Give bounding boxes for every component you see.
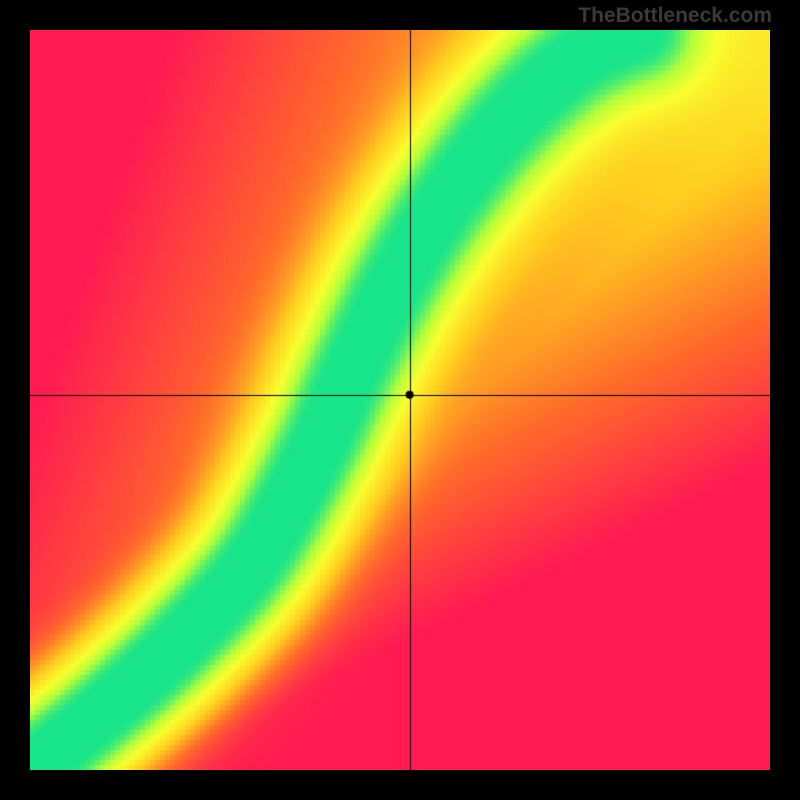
heatmap-canvas: [30, 30, 770, 770]
figure-container: TheBottleneck.com: [0, 0, 800, 800]
watermark-text: TheBottleneck.com: [578, 4, 772, 28]
